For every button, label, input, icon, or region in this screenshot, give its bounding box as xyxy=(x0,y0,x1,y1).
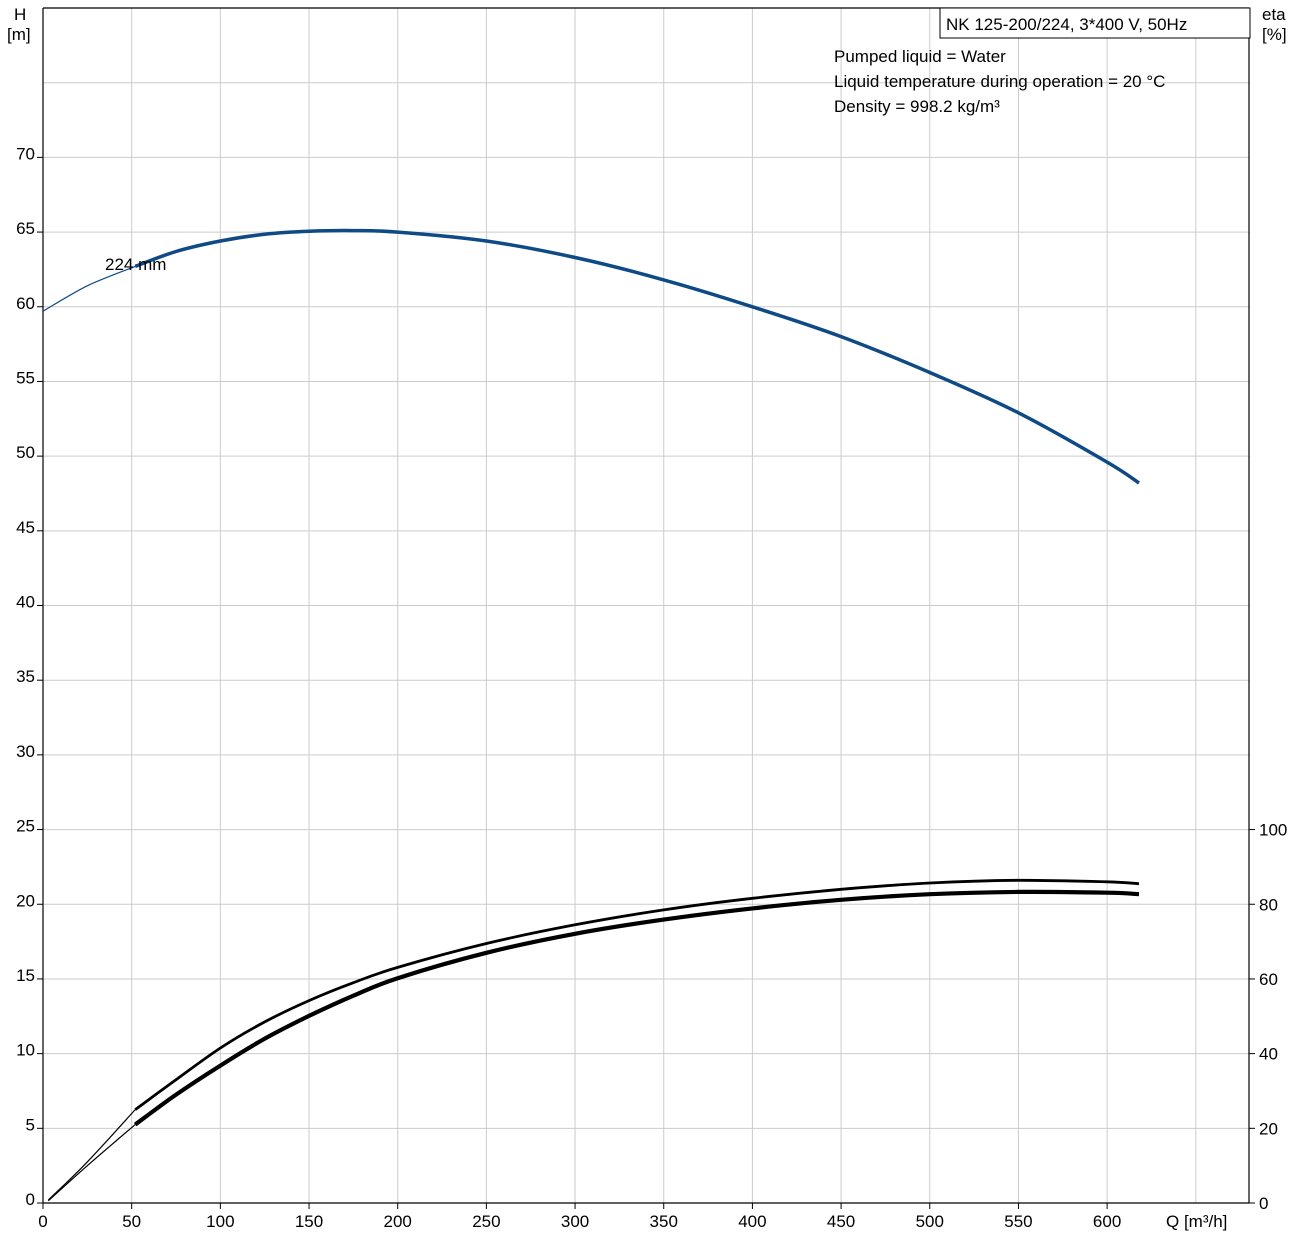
y-right-tick-label: 100 xyxy=(1259,821,1287,840)
y-left-title-line2: [m] xyxy=(7,25,31,44)
y-left-tick-label: 5 xyxy=(26,1115,35,1134)
y-left-tick-label: 35 xyxy=(16,667,35,686)
y-left-tick-label: 50 xyxy=(16,443,35,462)
y-left-tick-label: 15 xyxy=(16,966,35,985)
x-tick-label: 450 xyxy=(827,1212,855,1231)
y-right-title-line2: [%] xyxy=(1262,25,1287,44)
y-right-tick-label: 0 xyxy=(1259,1194,1268,1213)
y-left-tick-label: 55 xyxy=(16,368,35,387)
head-curve-extension xyxy=(42,265,136,312)
series-layer xyxy=(42,228,1140,1202)
y-right-title-line1: eta xyxy=(1262,5,1286,24)
title-box xyxy=(939,7,1251,39)
curve-annotation: 224 mm xyxy=(105,255,166,274)
y-left-tick-label: 25 xyxy=(16,817,35,836)
y-left-tick-label: 65 xyxy=(16,219,35,238)
x-axis-title: Q [m³/h] xyxy=(1166,1212,1227,1231)
x-tick-label: 100 xyxy=(206,1212,234,1231)
x-tick-label: 600 xyxy=(1093,1212,1121,1231)
y-right-tick-label: 40 xyxy=(1259,1045,1278,1064)
x-tick-label: 0 xyxy=(38,1212,47,1231)
x-tick-label: 350 xyxy=(650,1212,678,1231)
x-tick-label: 200 xyxy=(384,1212,412,1231)
x-tick-label: 550 xyxy=(1004,1212,1032,1231)
info-line-temperature: Liquid temperature during operation = 20… xyxy=(834,72,1165,91)
y-left-title-line1: H xyxy=(14,5,26,24)
x-tick-label: 50 xyxy=(122,1212,141,1231)
y-right-tick-label: 20 xyxy=(1259,1119,1278,1138)
x-tick-label: 400 xyxy=(738,1212,766,1231)
y-left-tick-label: 20 xyxy=(16,891,35,910)
y-left-tick-label: 0 xyxy=(26,1190,35,1209)
efficiency-curve-lower xyxy=(133,889,1140,1127)
gridlines xyxy=(43,8,1249,1203)
y-right-tick-label: 80 xyxy=(1259,895,1278,914)
y-left-tick-label: 70 xyxy=(16,144,35,163)
efficiency-curve-upper xyxy=(134,878,1140,1111)
info-line-liquid: Pumped liquid = Water xyxy=(834,47,1006,66)
y-left-tick-label: 30 xyxy=(16,742,35,761)
y-left-tick-label: 10 xyxy=(16,1041,35,1060)
efficiency-curve-lower-extension xyxy=(47,1124,136,1202)
head-curve xyxy=(134,228,1140,485)
x-tick-label: 500 xyxy=(916,1212,944,1231)
x-tick-label: 150 xyxy=(295,1212,323,1231)
y-left-tick-label: 60 xyxy=(16,294,35,313)
axes: 0 50 100 150 200 250 300 350 400 450 500 550 6000510… xyxy=(16,7,1287,1231)
x-tick-label: 300 xyxy=(561,1212,589,1231)
y-left-tick-label: 40 xyxy=(16,593,35,612)
y-right-tick-label: 60 xyxy=(1259,970,1278,989)
info-line-density: Density = 998.2 kg/m³ xyxy=(834,97,1000,116)
chart-title: NK 125-200/224, 3*400 V, 50Hz xyxy=(946,15,1187,34)
y-left-tick-label: 45 xyxy=(16,518,35,537)
efficiency-curve-upper-extension xyxy=(47,1109,136,1201)
x-tick-label: 250 xyxy=(472,1212,500,1231)
